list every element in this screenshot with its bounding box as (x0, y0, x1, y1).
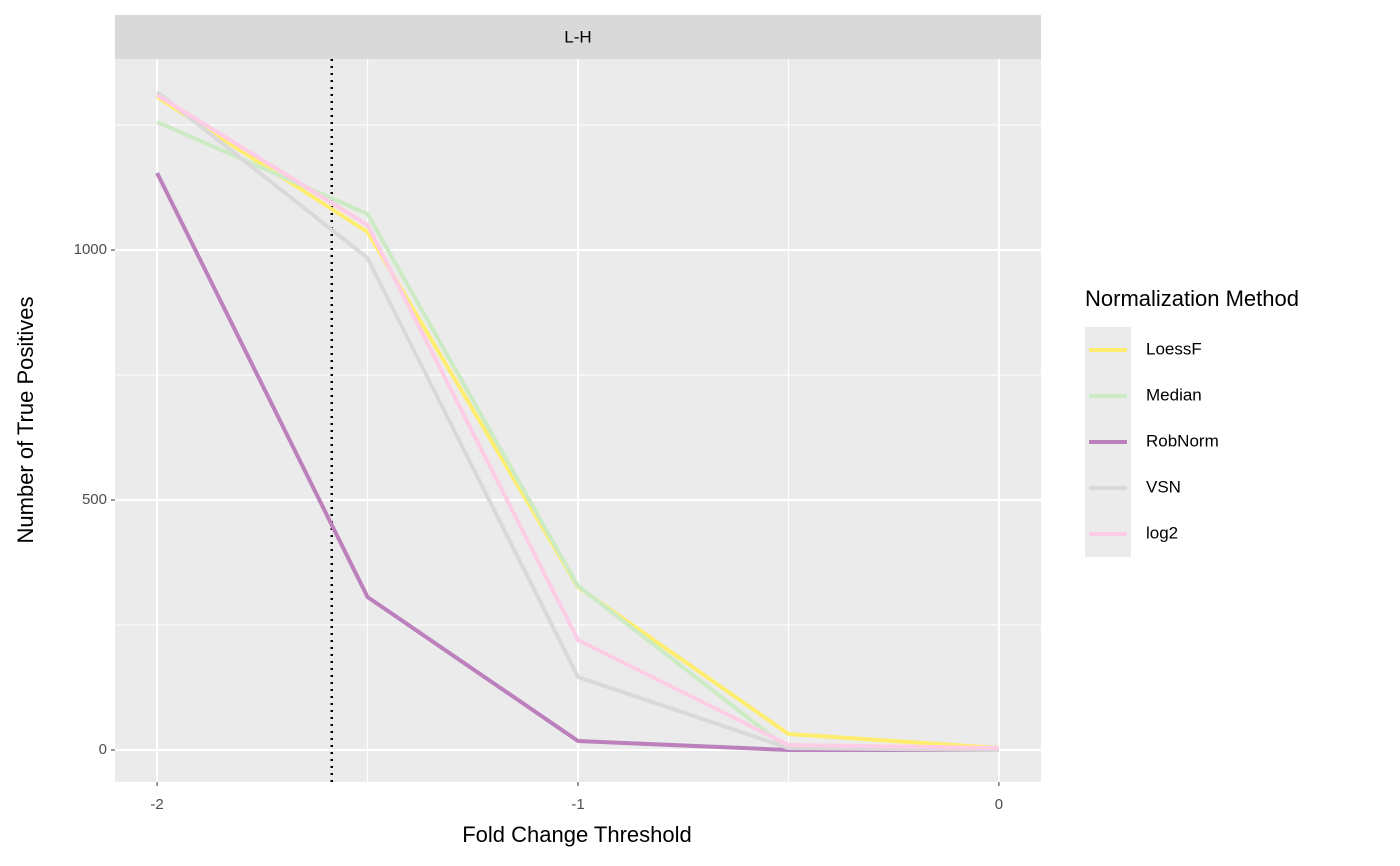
legend-label: LoessF (1146, 339, 1202, 358)
series-line (156, 93, 999, 750)
legend-label: Median (1146, 385, 1202, 404)
x-tick-label: 0 (995, 796, 1003, 813)
series-line (155, 90, 999, 752)
y-tick-label: 500 (82, 491, 107, 508)
strip (115, 15, 1041, 59)
y-tick-label: 0 (99, 741, 107, 758)
x-tick-label: -1 (571, 796, 584, 813)
legend-title: Normalization Method (1085, 286, 1299, 311)
x-axis-title: Fold Change Threshold (462, 822, 692, 847)
y-tick-label: 1000 (74, 241, 107, 258)
legend-label: VSN (1146, 477, 1181, 496)
y-axis-title: Number of True Positives (13, 297, 38, 544)
legend-label: log2 (1146, 523, 1178, 542)
strip-title: L-H (564, 27, 591, 46)
x-tick-label: -2 (150, 796, 163, 813)
legend-label: RobNorm (1146, 431, 1219, 450)
